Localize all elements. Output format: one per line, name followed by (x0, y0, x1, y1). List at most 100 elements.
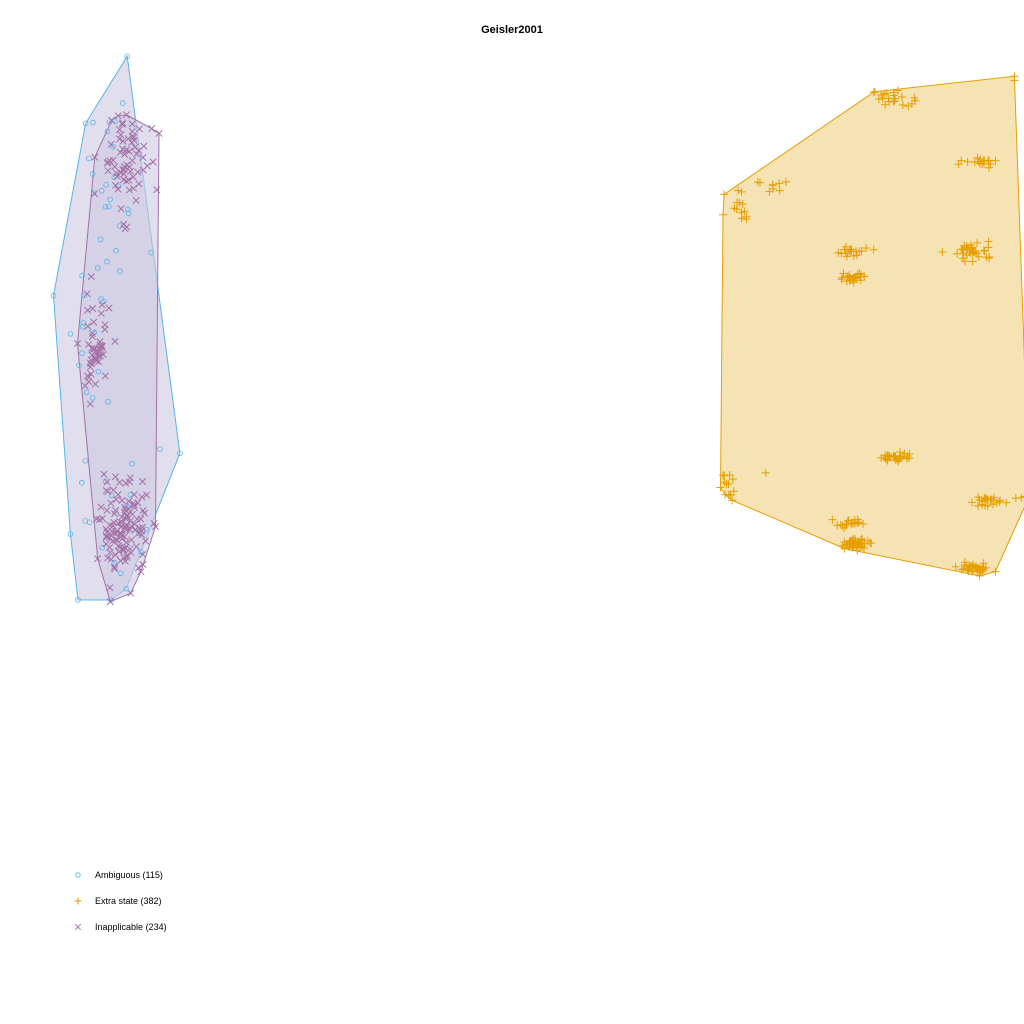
point-extra-state (988, 500, 997, 509)
point-inapplicable (123, 553, 131, 561)
point-inapplicable (110, 563, 118, 571)
point-extra-state (968, 257, 977, 266)
point-inapplicable (126, 526, 134, 534)
point-inapplicable (106, 157, 114, 165)
point-extra-state (977, 159, 986, 168)
point-inapplicable (100, 470, 108, 478)
point-extra-state (966, 248, 975, 257)
point-inapplicable (83, 290, 91, 298)
point-ambiguous (123, 585, 129, 592)
point-inapplicable (90, 354, 99, 362)
point-extra-state (979, 559, 988, 568)
point-extra-state (857, 536, 866, 545)
point-extra-state (963, 157, 972, 166)
point-extra-state (761, 468, 770, 477)
point-inapplicable (111, 510, 119, 518)
point-extra-state (965, 562, 974, 571)
point-inapplicable (125, 186, 134, 194)
legend-item-ambiguous: Ambiguous (115) (68, 862, 167, 888)
point-inapplicable (89, 304, 97, 313)
point-ambiguous (124, 53, 130, 60)
point-inapplicable (108, 537, 116, 545)
point-inapplicable (106, 548, 114, 556)
point-extra-state (974, 252, 983, 261)
point-extra-state (958, 245, 967, 254)
point-inapplicable (122, 479, 130, 487)
point-inapplicable (93, 515, 101, 523)
point-inapplicable (123, 223, 131, 231)
point-extra-state (987, 495, 996, 504)
point-extra-state (729, 487, 738, 496)
point-extra-state (1020, 492, 1024, 501)
point-extra-state (849, 251, 858, 260)
point-inapplicable (130, 491, 138, 499)
point-extra-state (841, 249, 850, 258)
point-ambiguous (80, 324, 86, 330)
point-ambiguous (84, 389, 90, 396)
point-inapplicable (87, 273, 95, 281)
point-extra-state (725, 490, 734, 499)
point-inapplicable (139, 550, 147, 559)
point-extra-state (775, 186, 784, 195)
point-extra-state (722, 479, 731, 488)
point-extra-state (742, 212, 751, 221)
point-extra-state (859, 544, 868, 553)
point-extra-state (991, 567, 1000, 576)
point-inapplicable (142, 537, 150, 545)
point-extra-state (842, 252, 851, 261)
point-extra-state (851, 273, 860, 282)
point-inapplicable (102, 525, 110, 533)
point-inapplicable (120, 163, 128, 171)
point-ambiguous (89, 171, 96, 177)
point-ambiguous (79, 479, 85, 486)
point-ambiguous (90, 119, 96, 126)
point-inapplicable (121, 503, 129, 512)
point-inapplicable (118, 120, 126, 128)
point-extra-state (991, 156, 1000, 165)
point-inapplicable (119, 119, 127, 127)
point-inapplicable (114, 112, 122, 120)
point-inapplicable (129, 132, 137, 140)
point-ambiguous (67, 330, 74, 337)
point-extra-state (869, 88, 878, 97)
point-extra-state (859, 519, 868, 528)
point-extra-state (980, 246, 989, 255)
point-extra-state (845, 271, 854, 280)
point-extra-state (960, 257, 969, 266)
point-extra-state (716, 483, 725, 492)
point-extra-state (734, 186, 743, 195)
point-extra-state (847, 536, 856, 545)
point-inapplicable (111, 163, 119, 171)
point-extra-state (843, 516, 852, 525)
point-inapplicable (130, 504, 138, 512)
point-inapplicable (88, 333, 96, 341)
point-ambiguous (95, 368, 102, 375)
point-inapplicable (132, 196, 140, 205)
point-ambiguous (103, 182, 109, 188)
point-inapplicable (120, 166, 128, 174)
point-inapplicable (138, 493, 146, 501)
point-inapplicable (139, 507, 147, 515)
point-inapplicable (127, 522, 135, 530)
legend: Ambiguous (115) Extra state (382) Inappl… (68, 862, 167, 940)
point-extra-state (984, 163, 993, 172)
point-extra-state (855, 247, 864, 256)
point-ambiguous (104, 128, 111, 135)
point-inapplicable (155, 129, 163, 137)
point-extra-state (1010, 72, 1019, 81)
point-extra-state (881, 451, 890, 460)
point-ambiguous (98, 188, 105, 194)
point-inapplicable (125, 478, 134, 486)
point-ambiguous (89, 394, 96, 401)
point-extra-state (781, 177, 790, 186)
point-inapplicable (90, 318, 98, 326)
point-extra-state (860, 272, 869, 281)
point-inapplicable (114, 491, 122, 499)
point-inapplicable (116, 148, 124, 156)
point-extra-state (984, 237, 993, 246)
point-extra-state (974, 157, 983, 166)
point-inapplicable (96, 341, 104, 349)
point-ambiguous (99, 544, 105, 551)
point-extra-state (957, 565, 966, 574)
point-extra-state (753, 178, 762, 187)
